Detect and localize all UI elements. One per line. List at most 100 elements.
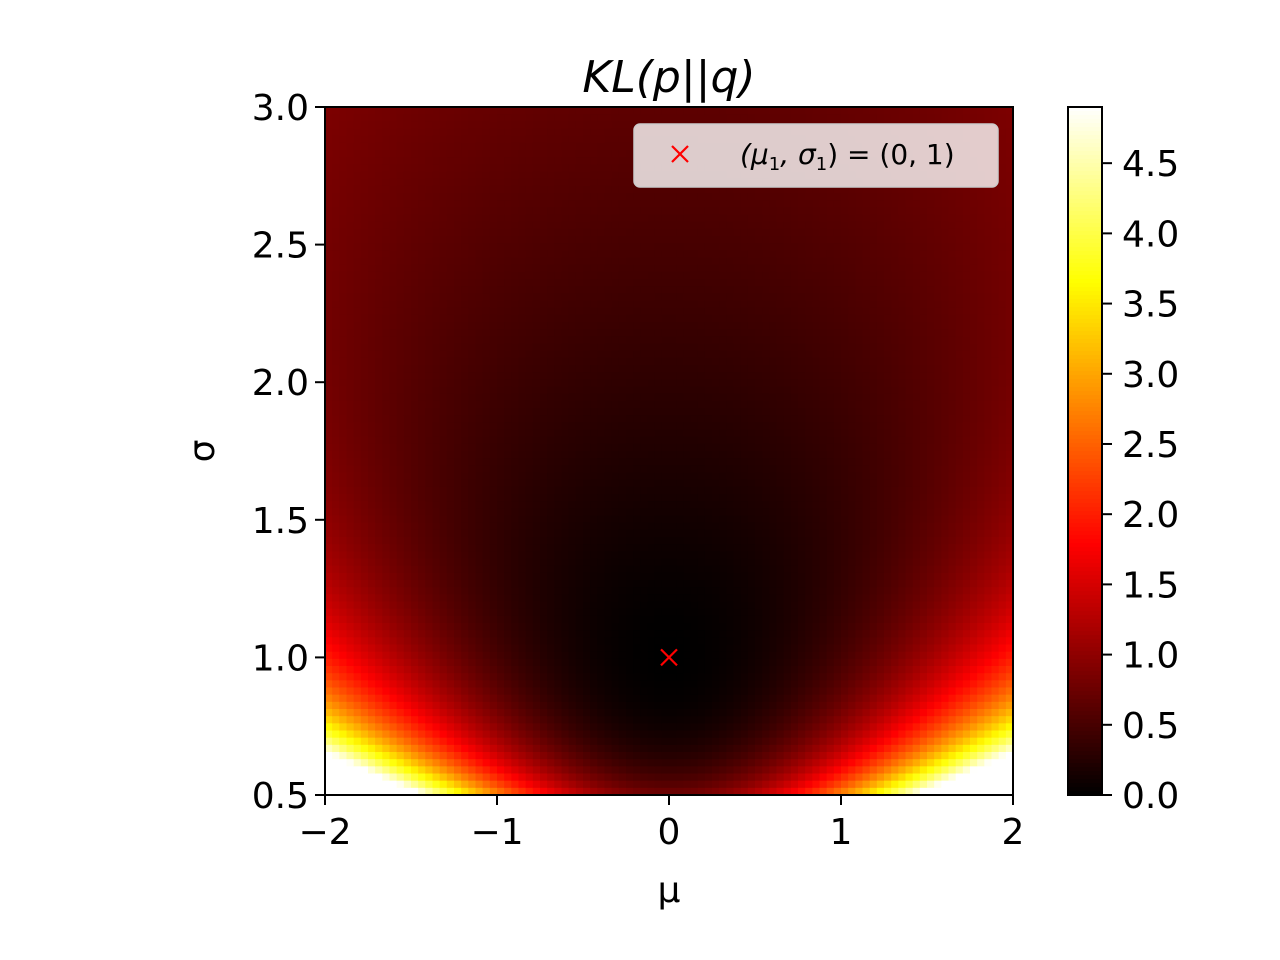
heatmap-cell [475,773,484,782]
heatmap-cell [475,271,484,280]
heatmap-cell [568,537,577,545]
heatmap-cell [554,200,563,208]
heatmap-cell [611,142,620,151]
heatmap-cell [389,565,398,574]
heatmap-cell [396,164,405,173]
heatmap-cell [418,737,426,746]
heatmap-cell [396,178,405,187]
heatmap-cell [647,580,656,588]
heatmap-cell [353,623,362,631]
heatmap-cell [604,221,613,230]
heatmap-cell [676,422,684,431]
heatmap-cell [532,701,541,710]
heatmap-cell [411,150,419,158]
heatmap-cell [575,336,584,345]
heatmap-cell [633,350,641,359]
heatmap-cell [683,314,692,323]
heatmap-cell [432,322,441,330]
heatmap-cell [368,608,376,617]
heatmap-cell [597,637,606,646]
heatmap-cell [611,415,620,423]
heatmap-cell [482,107,491,115]
heatmap-cell [360,293,369,302]
heatmap-cell [432,515,441,524]
heatmap-cell [446,264,455,273]
heatmap-cell [554,386,563,395]
heatmap-cell [561,709,570,717]
heatmap-cell [325,322,333,330]
heatmap-cell [396,658,405,667]
heatmap-cell [382,300,391,309]
heatmap-cell [575,422,584,431]
heatmap-cell [425,279,434,287]
heatmap-cell [504,329,512,337]
heatmap-cell [353,479,362,488]
heatmap-cell [432,350,441,359]
heatmap-cell [554,415,563,423]
heatmap-cell [439,630,448,638]
heatmap-cell [461,257,469,266]
heatmap-cell [568,572,577,581]
heatmap-cell [547,157,555,165]
heatmap-cell [346,666,355,674]
heatmap-cell [676,336,684,345]
heatmap-cell [540,529,548,538]
heatmap-cell [360,472,369,481]
heatmap-cell [661,307,670,316]
heatmap-cell [339,250,348,259]
heatmap-cell [325,752,333,760]
heatmap-cell [439,357,448,366]
heatmap-cell [461,243,469,251]
heatmap-cell [575,558,584,567]
heatmap-cell [690,687,699,696]
heatmap-cell [375,393,383,402]
heatmap-cell [640,279,649,287]
heatmap-cell [396,744,405,753]
heatmap-cell [661,508,670,517]
heatmap-cell [475,709,484,717]
heatmap-cell [690,200,699,208]
heatmap-cell [446,580,455,588]
heatmap-cell [353,766,362,775]
heatmap-cell [597,150,606,158]
heatmap-cell [618,379,627,388]
heatmap-cell [568,443,577,452]
heatmap-cell [661,429,670,438]
heatmap-cell [597,479,606,488]
heatmap-cell [418,501,426,509]
heatmap-cell [604,709,613,717]
heatmap-cell [439,200,448,208]
heatmap-cell [475,658,484,667]
heatmap-cell [332,336,340,345]
heatmap-cell [568,673,577,681]
heatmap-cell [583,228,591,237]
heatmap-cell [389,207,398,216]
heatmap-cell [554,214,563,223]
heatmap-cell [590,594,598,603]
heatmap-cell [575,723,584,732]
heatmap-cell [654,408,663,416]
heatmap-cell [611,723,620,732]
heatmap-cell [432,257,441,266]
heatmap-cell [403,608,412,617]
heatmap-cell [468,637,477,646]
heatmap-cell [446,415,455,423]
heatmap-cell [511,157,520,165]
heatmap-cell [518,494,527,502]
heatmap-cell [504,300,512,309]
heatmap-cell [389,658,398,667]
heatmap-cell [432,537,441,545]
heatmap-cell [353,142,362,151]
heatmap-cell [561,601,570,610]
heatmap-cell [346,759,355,767]
heatmap-cell [547,379,555,388]
heatmap-cell [518,623,527,631]
heatmap-cell [525,329,534,337]
heatmap-cell [597,658,606,667]
heatmap-cell [411,178,419,187]
heatmap-cell [676,752,684,760]
heatmap-cell [511,623,520,631]
heatmap-cell [403,314,412,323]
heatmap-cell [511,501,520,509]
heatmap-cell [454,286,462,294]
